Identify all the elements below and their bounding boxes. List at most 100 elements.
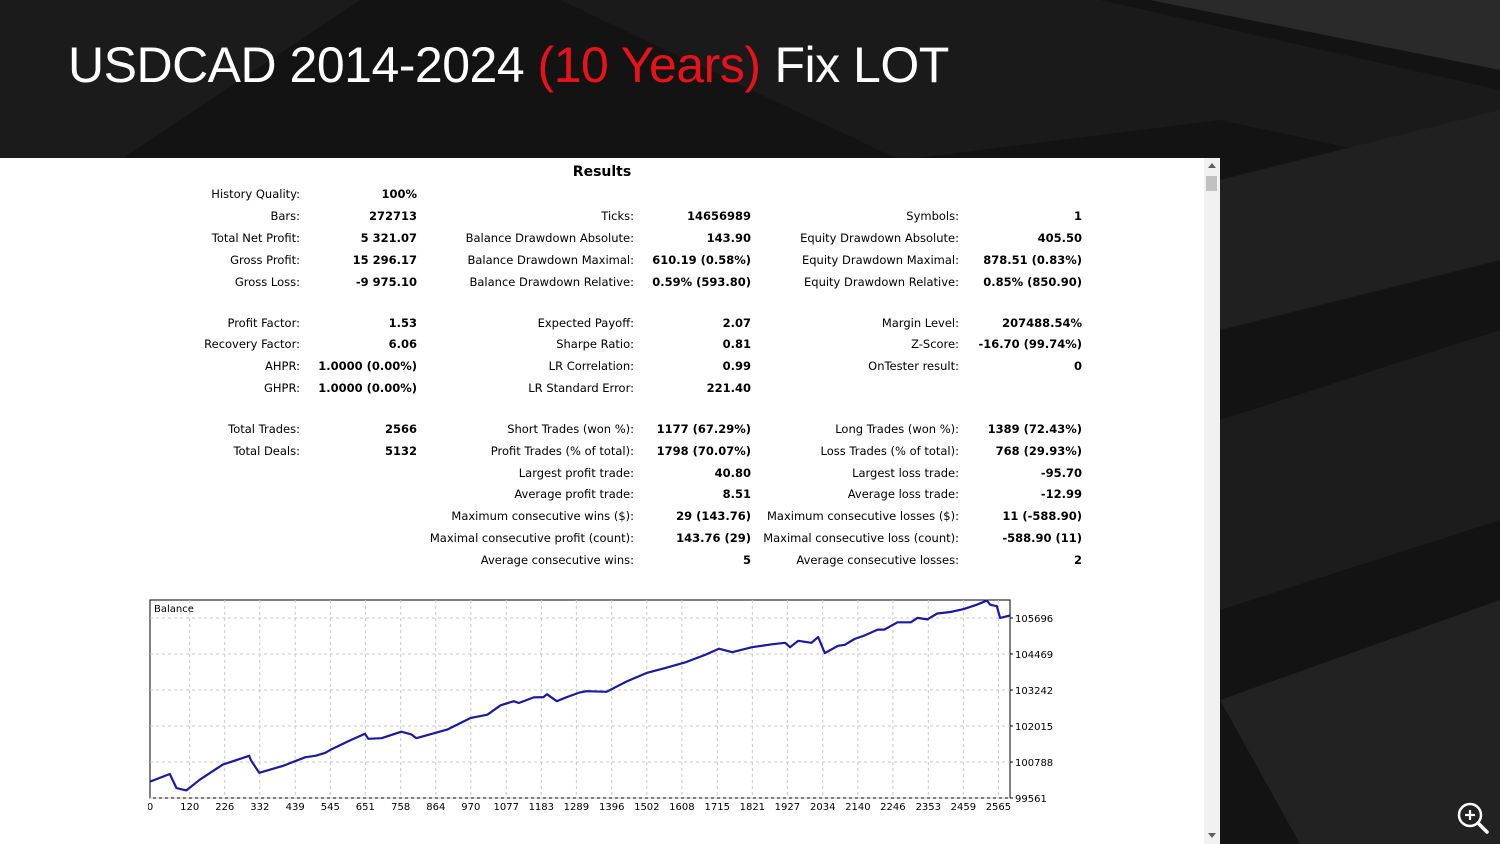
col2-stat-label: Average consecutive wins:	[480, 553, 634, 567]
col1-stat-label: Bars:	[270, 209, 300, 223]
col2-stat-value: 0.99	[722, 359, 751, 373]
col1-stat-label: Total Deals:	[233, 444, 300, 458]
col3-stat-value: 0.85% (850.90)	[983, 275, 1082, 289]
col2-stat-value: 221.40	[706, 381, 751, 395]
chart-frame	[149, 599, 1011, 799]
col1-stat-value: -9 975.10	[355, 275, 417, 289]
col3-stat-label: Average loss trade:	[847, 487, 959, 501]
col3-stat-label: Maximal consecutive loss (count):	[763, 531, 959, 545]
col2-stat-label: Average profit trade:	[514, 487, 634, 501]
col3-stat-label: Z-Score:	[911, 337, 959, 351]
chart-title: Balance	[154, 604, 194, 615]
chart-x-tick-label: 2246	[880, 802, 905, 813]
scroll-thumb[interactable]	[1206, 176, 1217, 191]
chart-x-tick-label: 439	[286, 802, 305, 813]
col2-stat-value: 143.90	[706, 231, 751, 245]
col1-stat-label: Gross Profit:	[230, 253, 300, 267]
col2-stat-value: 1177 (67.29%)	[656, 422, 751, 436]
col1-stat-value: 272713	[368, 209, 417, 223]
chart-x-tick-label: 970	[461, 802, 480, 813]
scroll-up-arrow-icon[interactable]	[1208, 163, 1216, 168]
col1-stat-label: AHPR:	[265, 359, 300, 373]
col1-stat-label: History Quality:	[211, 187, 300, 201]
col2-stat-value: 143.76 (29)	[676, 531, 751, 545]
col3-stat-value: 2	[1073, 553, 1082, 567]
chart-x-tick-label: 1502	[634, 802, 659, 813]
chart-x-tick-label: 864	[426, 802, 445, 813]
col2-stat-label: Balance Drawdown Absolute:	[465, 231, 634, 245]
report-scrollbar[interactable]	[1204, 158, 1220, 844]
col1-stat-value: 5 321.07	[360, 231, 417, 245]
chart-y-tick-label: 100788	[1015, 758, 1053, 769]
col3-stat-value: 207488.54%	[1002, 316, 1082, 330]
col3-stat-label: Long Trades (won %):	[835, 422, 959, 436]
chart-x-tick-label: 1077	[494, 802, 519, 813]
col3-stat-value: 1389 (72.43%)	[987, 422, 1082, 436]
chart-x-tick-label: 1608	[669, 802, 694, 813]
col2-stat-value: 1798 (70.07%)	[656, 444, 751, 458]
results-report: Results History Quality: 100% Bars: 272713 T…	[0, 158, 1220, 844]
chart-y-tick-label: 105696	[1015, 614, 1053, 625]
chart-y-tick-label: 99561	[1015, 794, 1047, 805]
chart-y-tick-label: 102015	[1015, 722, 1053, 733]
col3-stat-label: Largest loss trade:	[852, 466, 959, 480]
col2-stat-label: Maximum consecutive wins ($):	[451, 509, 634, 523]
balance-series-line	[149, 599, 1011, 792]
chart-x-tick-label: 758	[391, 802, 410, 813]
col3-stat-label: Loss Trades (% of total):	[820, 444, 959, 458]
col2-stat-label: Ticks:	[601, 209, 634, 223]
col3-stat-value: -16.70 (99.74%)	[978, 337, 1082, 351]
col2-stat-value: 610.19 (0.58%)	[652, 253, 751, 267]
col2-stat-value: 40.80	[714, 466, 751, 480]
col3-stat-label: OnTester result:	[868, 359, 959, 373]
col3-stat-value: 11 (-588.90)	[1002, 509, 1082, 523]
col1-stat-value: 6.06	[388, 337, 417, 351]
col2-stat-value: 14656989	[686, 209, 751, 223]
col2-stat-label: Balance Drawdown Maximal:	[467, 253, 634, 267]
col1-stat-label: Total Net Profit:	[211, 231, 300, 245]
col3-stat-label: Average consecutive losses:	[796, 553, 959, 567]
chart-y-tick-label: 103242	[1015, 686, 1053, 697]
chart-x-tick-label: 2140	[845, 802, 870, 813]
col1-stat-label: GHPR:	[263, 381, 300, 395]
chart-x-tick-label: 1715	[705, 802, 730, 813]
balance-chart-svg: 0 120 226 332 439 545 651 758 864 970 1077 1183 1289…	[147, 599, 1053, 813]
col3-stat-value: 405.50	[1037, 231, 1082, 245]
col2-stat-value: 0.59% (593.80)	[652, 275, 751, 289]
col3-stat-label: Margin Level:	[881, 316, 959, 330]
slide-title: USDCAD 2014-2024 (10 Years) Fix LOT	[68, 36, 949, 94]
col1-stat-value: 5132	[384, 444, 417, 458]
col1-stat-value: 100%	[381, 187, 417, 201]
col2-stat-value: 29 (143.76)	[676, 509, 751, 523]
col3-stat-value: -95.70	[1040, 466, 1082, 480]
chart-x-tick-label: 1927	[775, 802, 800, 813]
col2-stat-value: 8.51	[722, 487, 751, 501]
scroll-down-arrow-icon[interactable]	[1208, 833, 1216, 838]
col3-stat-value: 1	[1073, 209, 1082, 223]
chart-y-tick-label: 104469	[1015, 650, 1053, 661]
col3-stat-value: 878.51 (0.83%)	[983, 253, 1082, 267]
col1-stat-value: 1.0000 (0.00%)	[318, 359, 417, 373]
chart-x-tick-label: 120	[180, 802, 199, 813]
col2-stat-label: Profit Trades (% of total):	[490, 444, 634, 458]
col2-stat-label: LR Standard Error:	[528, 381, 634, 395]
col1-stat-value: 2566	[384, 422, 417, 436]
col2-stat-label: Sharpe Ratio:	[556, 337, 634, 351]
chart-x-tick-label: 2353	[916, 802, 941, 813]
col2-stat-value: 2.07	[722, 316, 751, 330]
chart-x-tick-label: 2034	[810, 802, 835, 813]
col3-stat-value: 0	[1073, 359, 1082, 373]
col3-stat-label: Equity Drawdown Absolute:	[800, 231, 959, 245]
col3-stat-value: -12.99	[1040, 487, 1082, 501]
slide-title-suffix: Fix LOT	[774, 37, 949, 93]
col1-stat-label: Gross Loss:	[234, 275, 300, 289]
col2-stat-value: 0.81	[722, 337, 751, 351]
chart-x-tick-label: 1289	[564, 802, 589, 813]
col1-stat-value: 15 296.17	[352, 253, 417, 267]
col1-stat-label: Profit Factor:	[227, 316, 300, 330]
chart-x-tick-label: 651	[356, 802, 375, 813]
col3-stat-label: Equity Drawdown Maximal:	[801, 253, 959, 267]
zoom-in-icon[interactable]	[1455, 800, 1491, 836]
slide-title-accent: (10 Years)	[537, 37, 761, 93]
col3-stat-label: Equity Drawdown Relative:	[804, 275, 959, 289]
